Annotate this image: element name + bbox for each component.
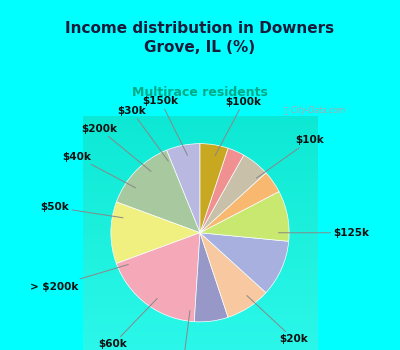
Wedge shape — [200, 233, 266, 317]
Wedge shape — [200, 155, 266, 233]
Wedge shape — [200, 148, 244, 233]
Wedge shape — [116, 233, 200, 322]
Text: > $200k: > $200k — [30, 265, 128, 292]
Wedge shape — [200, 144, 228, 233]
Text: $10k: $10k — [256, 135, 324, 178]
Text: ⓘ City-Data.com: ⓘ City-Data.com — [284, 106, 345, 115]
Text: $50k: $50k — [40, 202, 123, 218]
Text: $150k: $150k — [143, 96, 188, 155]
Wedge shape — [111, 202, 200, 264]
Wedge shape — [200, 233, 289, 293]
Wedge shape — [194, 233, 228, 322]
Text: $75k: $75k — [168, 310, 198, 350]
Text: $60k: $60k — [98, 299, 157, 349]
Text: $200k: $200k — [81, 124, 151, 172]
Text: Income distribution in Downers
Grove, IL (%): Income distribution in Downers Grove, IL… — [66, 21, 334, 55]
Text: $20k: $20k — [247, 296, 308, 344]
Text: Multirace residents: Multirace residents — [132, 86, 268, 99]
Wedge shape — [166, 144, 200, 233]
Text: $100k: $100k — [215, 97, 262, 156]
Wedge shape — [200, 173, 279, 233]
Wedge shape — [200, 191, 289, 241]
Text: $30k: $30k — [117, 106, 168, 161]
Text: $40k: $40k — [62, 152, 136, 188]
Text: $125k: $125k — [278, 228, 369, 238]
Wedge shape — [116, 150, 200, 233]
